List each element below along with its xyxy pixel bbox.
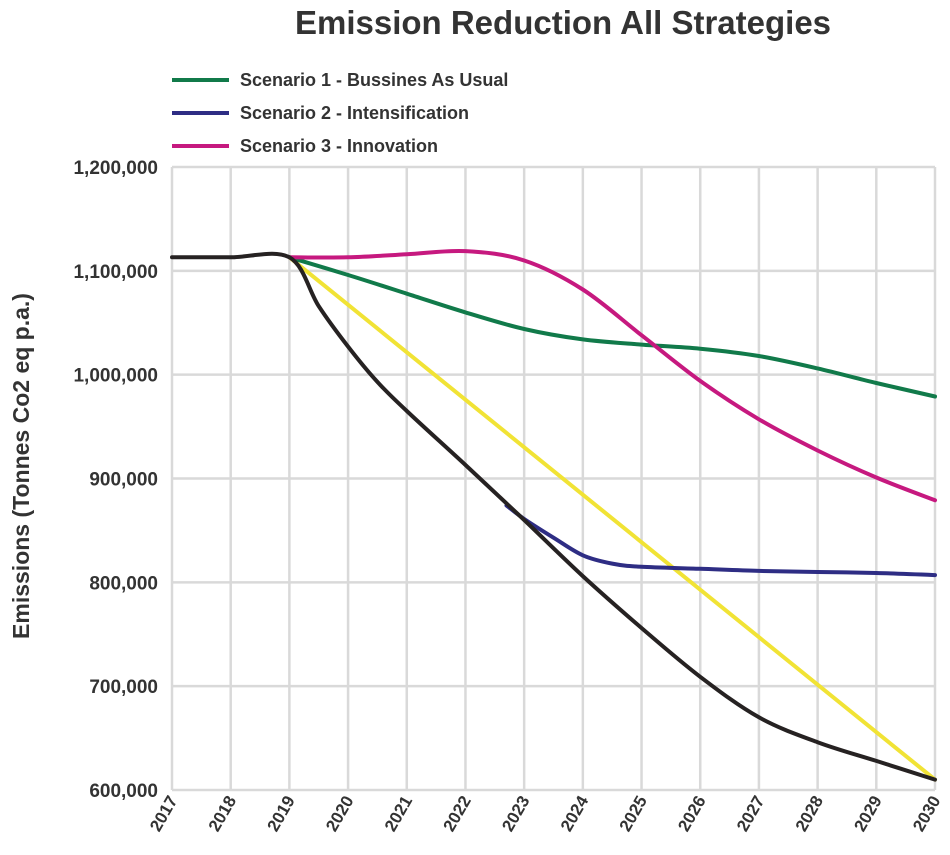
x-tick-label: 2025 [616,793,651,835]
series-line-scenario-1-bussines-as-usual [287,255,937,399]
series-line-baseline [170,251,937,782]
series-line-scenario-3-innovation [287,248,937,503]
grid [170,165,937,792]
y-axis-label: Emissions (Tonnes Co2 eq p.a.) [8,293,34,639]
x-tick-label: 2019 [263,793,298,835]
x-tick-label: 2024 [557,792,593,835]
y-tick-label: 1,000,000 [73,366,158,387]
x-tick-label: 2021 [381,793,416,835]
x-tick-label: 2018 [205,793,240,835]
x-tick-label: 2027 [733,793,768,835]
chart-title: Emission Reduction All Strategies [295,4,831,41]
legend-label-scenario-3-innovation: Scenario 3 - Innovation [240,136,438,156]
x-tick-label: 2023 [498,793,533,835]
x-tick-label: 2022 [440,793,475,835]
series-line-scenario-2-intensification [504,503,937,578]
x-tick-label: 2030 [909,793,944,835]
y-tick-label: 800,000 [89,573,158,594]
x-tick-label: 2020 [322,793,357,835]
series-line-linear-target [287,255,937,782]
y-tick-label: 1,200,000 [73,158,158,179]
x-tick-label: 2029 [850,793,885,835]
series [170,248,937,782]
y-tick-label: 1,100,000 [73,262,158,283]
legend-label-scenario-1-bussines-as-usual: Scenario 1 - Bussines As Usual [240,70,508,90]
y-tick-label: 700,000 [89,677,158,698]
x-tick-label: 2026 [674,793,709,835]
legend: Scenario 1 - Bussines As Usual Scenario 2… [172,70,508,156]
x-axis-ticks: 2017 2018 2019 2020 2021 2022 2023 2024 2025 2026… [146,792,944,835]
legend-label-scenario-2-intensification: Scenario 2 - Intensification [240,103,469,123]
y-tick-label: 600,000 [89,781,158,802]
y-tick-label: 900,000 [89,470,158,491]
x-tick-label: 2028 [792,793,827,835]
y-axis-ticks: 600,000 700,000 800,000 900,000 1,000,000 1,1… [73,158,158,802]
